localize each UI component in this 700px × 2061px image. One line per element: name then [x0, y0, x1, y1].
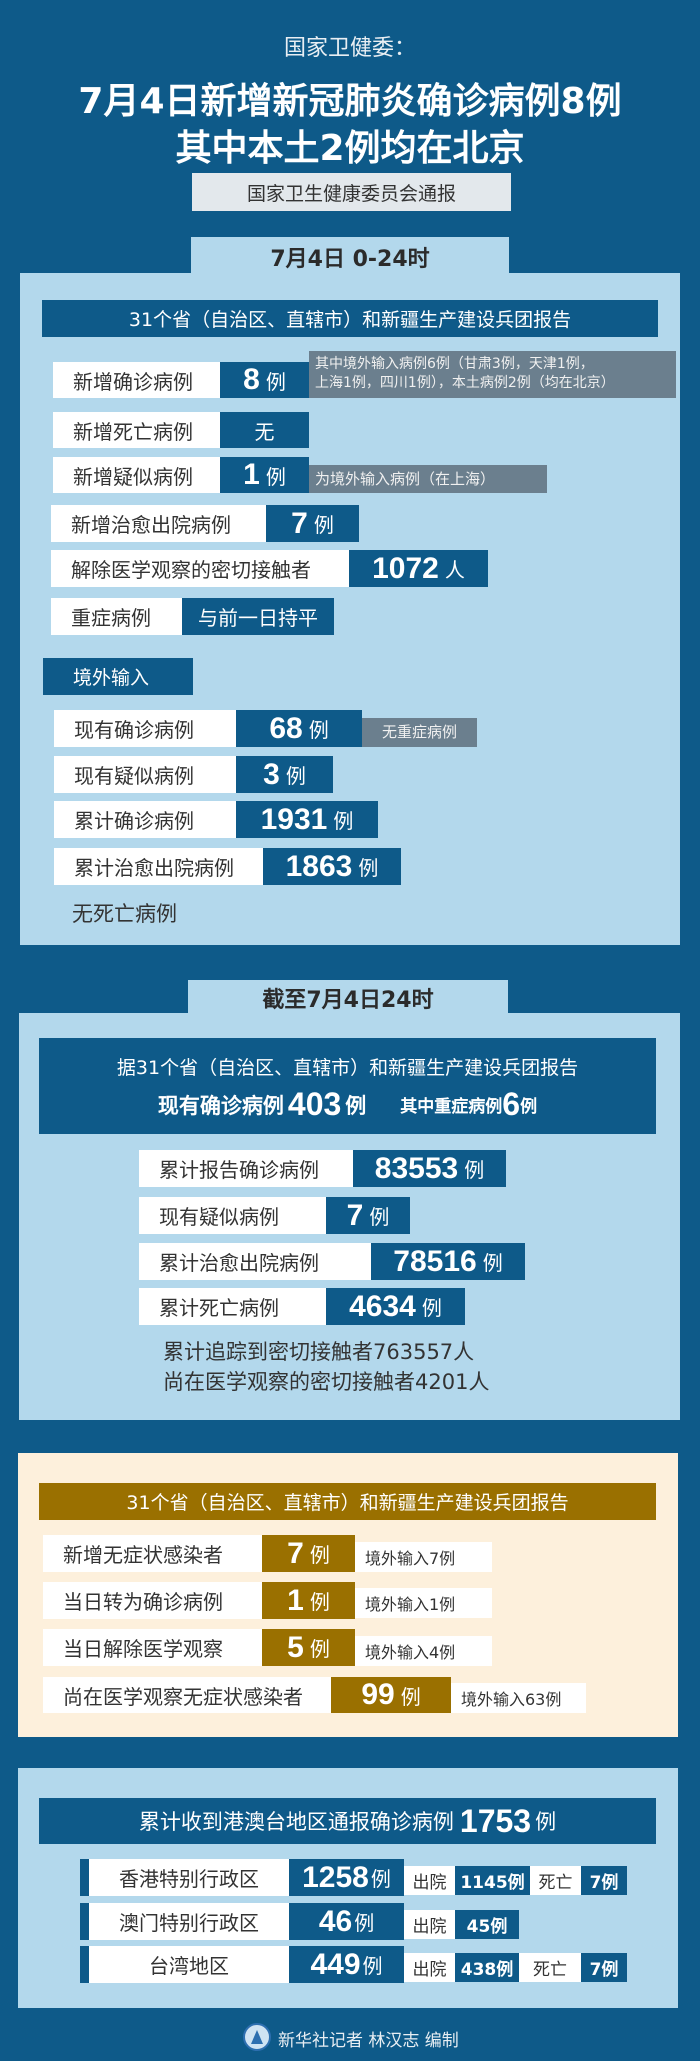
- row-label: 现有疑似病例: [139, 1197, 326, 1234]
- row-note: 境外输入7例: [355, 1542, 492, 1572]
- discharged-value: 45例: [455, 1910, 519, 1939]
- row-label: 新增无症状感染者: [43, 1535, 262, 1572]
- contacts-traced: 累计追踪到密切接触者763557人: [163, 1340, 475, 1364]
- row-value: 449 例: [289, 1946, 404, 1983]
- row-label: 当日解除医学观察: [43, 1629, 262, 1666]
- row-value: 68 例: [236, 710, 362, 747]
- row-label: 新增死亡病例: [53, 412, 220, 448]
- row-note: 无重症病例: [362, 718, 477, 747]
- hmt-header-bar: 累计收到港澳台地区通报确诊病例 1753 例: [39, 1798, 656, 1844]
- row-label: 澳门特别行政区: [89, 1903, 289, 1940]
- row-label: 累计确诊病例: [54, 801, 236, 838]
- discharged-label: 出院: [404, 1910, 455, 1939]
- row-value: 46 例: [289, 1903, 404, 1940]
- row-label: 尚在医学观察无症状感染者: [43, 1677, 331, 1713]
- row-label: 新增确诊病例: [53, 362, 220, 398]
- cumulative-bar-line1: 据31个省（自治区、直辖市）和新疆生产建设兵团报告: [116, 1057, 579, 1079]
- row-note: 境外输入1例: [355, 1588, 492, 1618]
- subtitle-box: 国家卫生健康委员会通报: [192, 173, 511, 211]
- row-note: 其中境外输入病例6例（甘肃3例，天津1例， 上海1例，四川1例），本土病例2例（均…: [309, 351, 676, 398]
- row-value: 99 例: [331, 1677, 451, 1713]
- row-label: 新增治愈出院病例: [51, 505, 266, 542]
- row-note: 境外输入63例: [451, 1683, 586, 1713]
- row-value: 4634 例: [326, 1288, 465, 1325]
- death-label: 死亡: [530, 1866, 581, 1895]
- row-label: 重症病例: [51, 598, 182, 635]
- row-label: 累计治愈出院病例: [54, 848, 263, 885]
- row-stripe: [80, 1859, 89, 1896]
- current-label: 现有确诊病例: [157, 1093, 284, 1118]
- daily-header-bar: 31个省（自治区、直辖市）和新疆生产建设兵团报告: [42, 300, 658, 337]
- row-label: 现有疑似病例: [54, 756, 236, 793]
- row-value: 1863 例: [263, 848, 401, 885]
- row-label: 累计死亡病例: [139, 1288, 326, 1325]
- source-label: 国家卫健委：: [283, 36, 416, 61]
- row-stripe: [80, 1903, 89, 1940]
- discharged-value: 438例: [455, 1953, 519, 1982]
- row-label: 现有确诊病例: [54, 710, 236, 747]
- row-stripe: [80, 1946, 89, 1983]
- death-value: 7例: [581, 1953, 627, 1982]
- row-value: 1072 人: [349, 550, 488, 587]
- row-label: 台湾地区: [89, 1946, 289, 1983]
- discharged-label: 出院: [404, 1953, 455, 1982]
- contacts-observed: 尚在医学观察的密切接触者4201人: [163, 1370, 490, 1394]
- row-value: 1931 例: [236, 801, 378, 838]
- row-note: 为境外输入病例（在上海）: [309, 465, 547, 493]
- discharged-label: 出院: [404, 1866, 455, 1895]
- asymptomatic-header-bar: 31个省（自治区、直辖市）和新疆生产建设兵团报告: [39, 1483, 656, 1520]
- headline-line-2: 其中本土2例均在北京: [175, 128, 525, 169]
- row-label: 解除医学观察的密切接触者: [51, 550, 349, 587]
- severe-num: 6: [502, 1086, 521, 1122]
- row-value: 无: [220, 412, 309, 448]
- cumulative-header-bar: 据31个省（自治区、直辖市）和新疆生产建设兵团报告 现有确诊病例 403 例 其…: [39, 1038, 656, 1134]
- xinhua-logo-icon: [243, 2023, 271, 2051]
- row-label: 累计治愈出院病例: [139, 1243, 371, 1280]
- row-label: 当日转为确诊病例: [43, 1582, 262, 1619]
- footer-credit: 新华社记者 林汉志 编制: [278, 2031, 459, 2051]
- headline-line-1: 7月4日新增新冠肺炎确诊病例8例: [78, 81, 622, 122]
- row-label: 新增疑似病例: [53, 457, 220, 493]
- row-label: 累计报告确诊病例: [139, 1150, 353, 1187]
- row-label: 香港特别行政区: [89, 1859, 289, 1896]
- death-value: 7例: [581, 1866, 627, 1895]
- row-value: 与前一日持平: [182, 598, 334, 635]
- discharged-value: 1145例: [455, 1866, 530, 1895]
- daily-tab: 7月4日 0-24时: [191, 237, 509, 277]
- cumulative-tab: 截至7月4日24时: [188, 980, 508, 1016]
- severe-label: 其中重症病例: [400, 1097, 503, 1117]
- row-value: 1258 例: [289, 1859, 404, 1896]
- no-deaths-note: 无死亡病例: [72, 902, 177, 926]
- imported-tag: 境外输入: [43, 658, 193, 695]
- row-value: 78516 例: [371, 1243, 525, 1280]
- death-label: 死亡: [519, 1953, 581, 1982]
- row-note: 境外输入4例: [355, 1636, 492, 1666]
- row-value: 83553 例: [353, 1150, 506, 1187]
- current-num: 403: [287, 1086, 342, 1122]
